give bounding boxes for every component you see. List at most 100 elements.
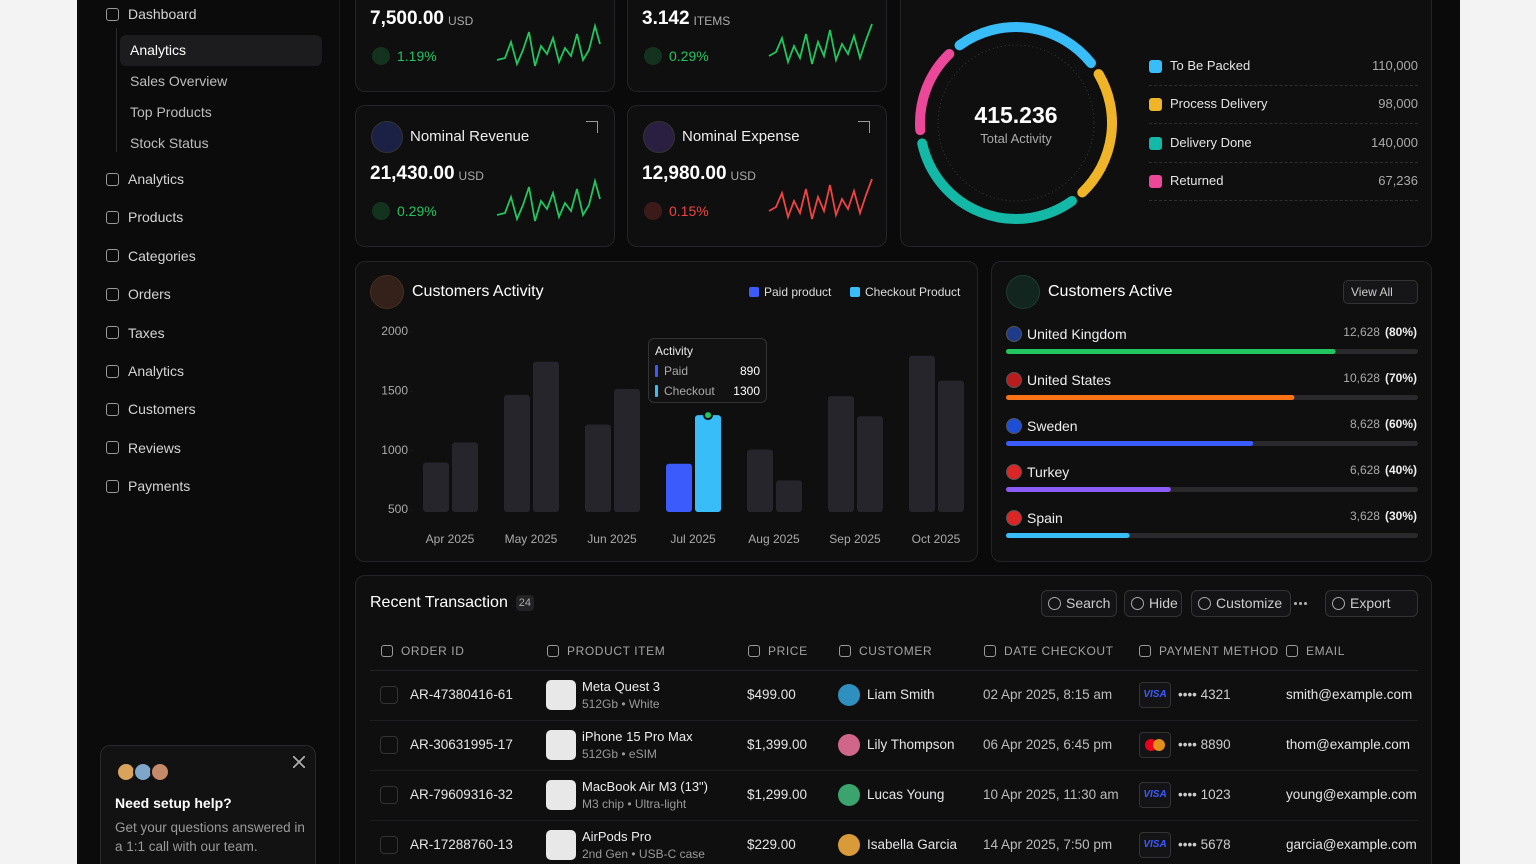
customer-avatar	[838, 734, 860, 756]
icon	[1139, 645, 1151, 657]
total-value: 415.236	[974, 102, 1058, 128]
button-label: Customize	[1216, 595, 1283, 611]
card-number: •••• 8890	[1178, 737, 1231, 752]
icon	[106, 326, 119, 340]
customer-avatar	[838, 684, 860, 706]
nav-item[interactable]: Products	[128, 209, 184, 226]
nav-item[interactable]: Categories	[128, 247, 196, 264]
nav-item[interactable]: Analytics	[128, 171, 185, 187]
icon	[839, 645, 851, 657]
button-label: Search	[1066, 595, 1111, 611]
expand-row[interactable]	[380, 836, 398, 854]
toolbar-button[interactable]	[1325, 590, 1418, 617]
legend-value: 67,236	[1378, 173, 1418, 189]
order-id: AR-17288760-13	[410, 837, 513, 852]
help-title: Need setup help?	[115, 795, 232, 811]
stat-title: Nominal Expense	[682, 128, 800, 145]
tooltip-marker	[655, 365, 658, 377]
country-percent: (60%)	[1384, 417, 1417, 431]
trend-icon	[644, 202, 662, 220]
nav-item[interactable]: Payments	[128, 478, 191, 495]
stat-unit: USD	[447, 14, 474, 28]
country-count: 12,628	[1343, 325, 1380, 339]
stat-icon	[643, 121, 675, 153]
order-id: AR-79609316-32	[410, 787, 513, 802]
trend-icon	[644, 47, 662, 65]
column-header: PRICE	[768, 644, 808, 658]
chart-icon	[370, 275, 404, 309]
product-name: iPhone 15 Pro Max	[582, 729, 693, 744]
tooltip-value: 1300	[733, 384, 760, 398]
expand-button[interactable]	[586, 121, 598, 133]
email: smith@example.com	[1286, 687, 1413, 702]
product-detail: 2nd Gen • USB-C case	[582, 847, 705, 861]
icon	[106, 287, 119, 301]
avatar	[150, 762, 170, 782]
tooltip-value: 890	[739, 364, 760, 378]
country-name: United States	[1027, 372, 1112, 388]
stat-unit: USD	[730, 169, 756, 183]
legend-name: To Be Packed	[1170, 58, 1251, 73]
icon	[106, 7, 119, 21]
trend-icon	[372, 202, 390, 220]
icon	[106, 441, 119, 455]
country-percent: (30%)	[1384, 509, 1417, 523]
expand-row[interactable]	[380, 786, 398, 804]
nav-item[interactable]: Reviews	[128, 439, 181, 456]
nav-subitem[interactable]: Sales Overview	[130, 73, 228, 89]
flag	[1006, 464, 1022, 480]
stat-icon	[371, 121, 403, 153]
nav-item[interactable]: Dashboard	[128, 6, 197, 22]
icon	[106, 172, 119, 186]
row-separator	[370, 720, 1418, 721]
legend-label: Paid product	[764, 285, 832, 299]
flag	[1006, 326, 1022, 342]
nav-item[interactable]: Customers	[128, 401, 196, 418]
product-detail: M3 chip • Ultra-light	[582, 797, 687, 811]
submenu-line	[116, 28, 117, 152]
stat-unit: USD	[458, 169, 484, 183]
separator	[1149, 161, 1418, 163]
icon	[106, 479, 119, 493]
help-text: Get your questions answered in a 1:1 cal…	[115, 820, 305, 854]
expand-row[interactable]	[380, 736, 398, 754]
view-all-button[interactable]	[1343, 280, 1418, 304]
product-detail: 512Gb • White	[582, 697, 660, 711]
stat-value: 21,430.00	[370, 163, 455, 184]
button-icon	[1198, 597, 1211, 610]
close-button[interactable]	[293, 756, 305, 768]
mastercard-right	[1153, 739, 1165, 751]
product-detail: 512Gb • eSIM	[582, 747, 657, 761]
legend-swatch	[1149, 136, 1162, 150]
card-number: •••• 1023	[1178, 787, 1231, 802]
separator	[1149, 123, 1418, 125]
customers-title: Customers Active	[1048, 283, 1173, 300]
expand-row[interactable]	[380, 686, 398, 704]
nav-item[interactable]: Analytics	[128, 363, 185, 379]
icon	[748, 645, 760, 657]
price: $229.00	[747, 837, 796, 852]
icon	[106, 249, 119, 263]
nav-item[interactable]: Taxes	[128, 324, 165, 341]
product-image	[546, 780, 576, 810]
date: 10 Apr 2025, 11:30 am	[983, 787, 1119, 802]
tooltip	[648, 338, 767, 403]
column-header: EMAIL	[1306, 644, 1346, 658]
separator	[1149, 85, 1418, 86]
chart-title: Customers Activity	[412, 283, 544, 300]
expand-button[interactable]	[858, 121, 870, 133]
nav-subitem[interactable]: Top Products	[130, 104, 212, 120]
price: $499.00	[747, 687, 796, 702]
nav-subitem[interactable]: Analytics	[130, 42, 187, 58]
column-header: PRODUCT ITEM	[567, 644, 666, 658]
product-name: MacBook Air M3 (13")	[582, 779, 708, 794]
product-image	[546, 680, 576, 710]
legend-value: 140,000	[1371, 134, 1418, 150]
country-percent: (80%)	[1384, 325, 1417, 339]
nav-subitem[interactable]: Stock Status	[130, 135, 209, 151]
trend-icon	[372, 47, 390, 65]
product-name: Meta Quest 3	[582, 679, 661, 694]
product-name: AirPods Pro	[582, 829, 652, 844]
stat-change: 0.15%	[669, 203, 709, 219]
nav-item[interactable]: Orders	[128, 286, 171, 303]
